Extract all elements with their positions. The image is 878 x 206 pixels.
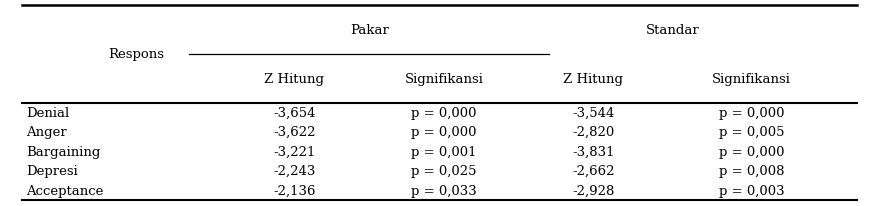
Text: Depresi: Depresi <box>26 164 78 177</box>
Text: Z Hitung: Z Hitung <box>563 73 623 86</box>
Text: p = 0,003: p = 0,003 <box>718 184 783 197</box>
Text: Signifikansi: Signifikansi <box>404 73 483 86</box>
Text: Anger: Anger <box>26 126 67 138</box>
Text: -3,622: -3,622 <box>273 126 315 138</box>
Text: Pakar: Pakar <box>349 23 388 36</box>
Text: p = 0,000: p = 0,000 <box>411 106 476 119</box>
Text: Signifikansi: Signifikansi <box>711 73 790 86</box>
Text: Bargaining: Bargaining <box>26 145 101 158</box>
Text: -2,928: -2,928 <box>572 184 614 197</box>
Text: p = 0,008: p = 0,008 <box>718 164 783 177</box>
Text: Acceptance: Acceptance <box>26 184 104 197</box>
Text: -3,654: -3,654 <box>273 106 315 119</box>
Text: p = 0,001: p = 0,001 <box>411 145 476 158</box>
Text: -3,831: -3,831 <box>572 145 614 158</box>
Text: -3,544: -3,544 <box>572 106 614 119</box>
Text: Standar: Standar <box>644 23 699 36</box>
Text: -2,136: -2,136 <box>273 184 315 197</box>
Text: Z Hitung: Z Hitung <box>264 73 324 86</box>
Text: Denial: Denial <box>26 106 69 119</box>
Text: Respons: Respons <box>108 48 164 61</box>
Text: p = 0,000: p = 0,000 <box>718 145 783 158</box>
Text: -2,820: -2,820 <box>572 126 614 138</box>
Text: -2,662: -2,662 <box>572 164 614 177</box>
Text: p = 0,000: p = 0,000 <box>411 126 476 138</box>
Text: p = 0,025: p = 0,025 <box>411 164 476 177</box>
Text: p = 0,000: p = 0,000 <box>718 106 783 119</box>
Text: -2,243: -2,243 <box>273 164 315 177</box>
Text: p = 0,033: p = 0,033 <box>411 184 476 197</box>
Text: -3,221: -3,221 <box>273 145 315 158</box>
Text: p = 0,005: p = 0,005 <box>718 126 783 138</box>
